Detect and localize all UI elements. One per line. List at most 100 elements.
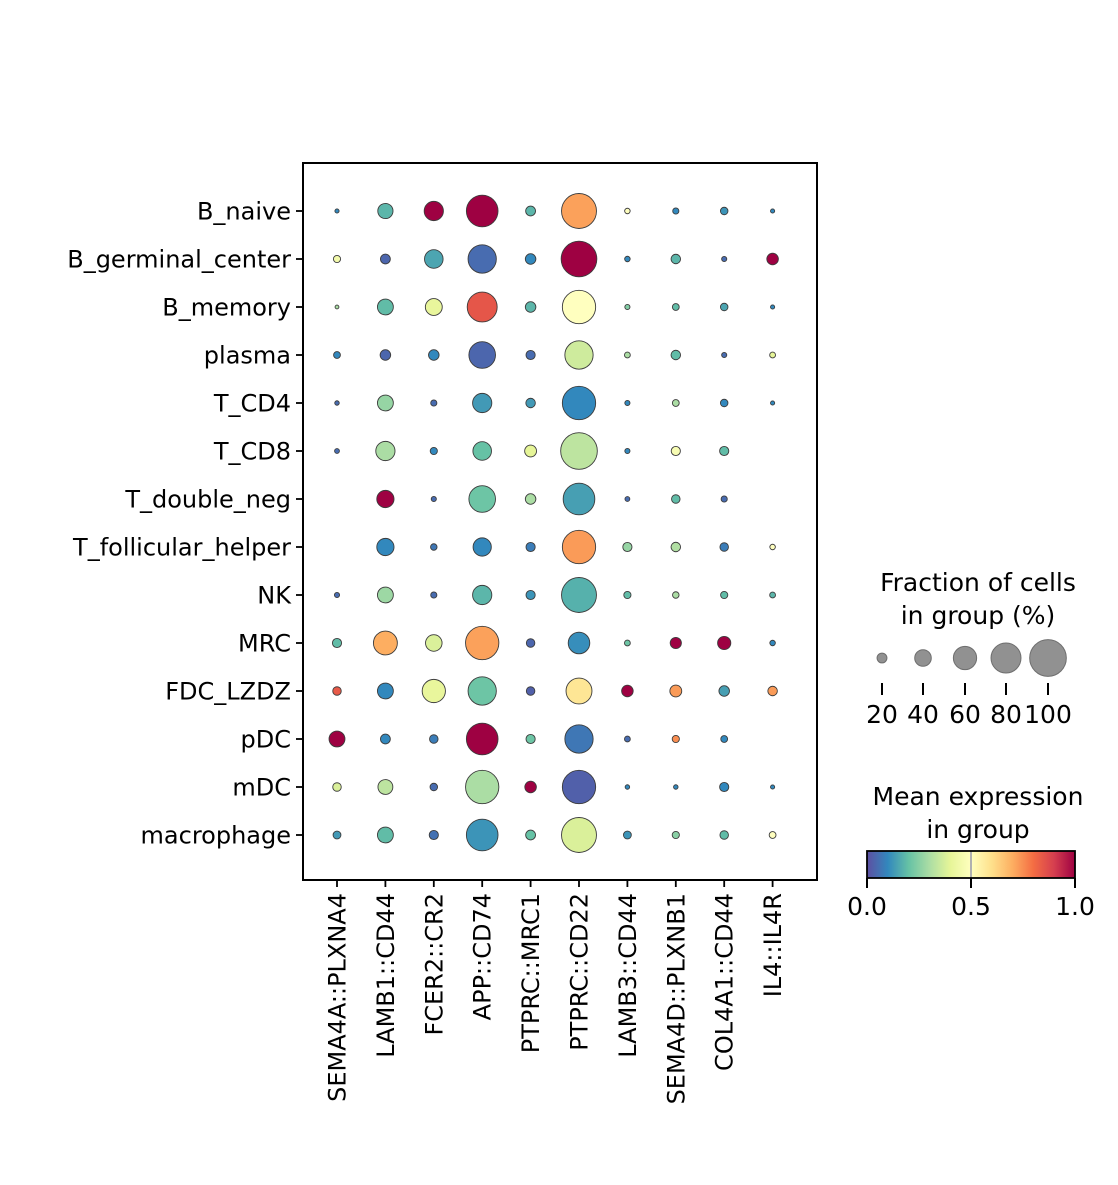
dot-T_CD4-FCER2::CR2: [430, 399, 438, 407]
dot-plasma-COL4A1::CD44: [721, 351, 728, 359]
dot-T_CD8-SEMA4A::PLXNA4: [334, 448, 340, 454]
dot-plasma-SEMA4D::PLXNB1: [670, 349, 682, 361]
dot-mDC-PTPRC::CD22: [561, 769, 597, 805]
dot-T_CD8-COL4A1::CD44: [719, 445, 730, 457]
dot-mDC-LAMB3::CD44: [624, 784, 631, 790]
x-tick-label: IL4::IL4R: [759, 893, 787, 997]
size-legend-tick-label: 40: [907, 700, 939, 729]
dot-plasma-IL4::IL4R: [769, 351, 776, 359]
dot-FDC_LZDZ-SEMA4A::PLXNA4: [332, 686, 342, 696]
colorbar-tick-label: 1.0: [1055, 892, 1095, 921]
dot-T_double_neg-LAMB1::CD44: [376, 489, 395, 509]
dot-B_naive-PTPRC::CD22: [561, 193, 597, 229]
y-tick-label: B_germinal_center: [67, 246, 291, 274]
dot-NK-SEMA4D::PLXNB1: [672, 591, 680, 599]
dot-NK-FCER2::CR2: [430, 591, 438, 599]
x-tick-label: SEMA4A::PLXNA4: [324, 893, 352, 1102]
dot-T_CD4-APP::CD74: [472, 392, 493, 414]
dot-T_double_neg-LAMB3::CD44: [624, 496, 631, 502]
dot-B_germinal_center-LAMB3::CD44: [624, 255, 631, 263]
dot-pDC-FCER2::CR2: [429, 734, 439, 744]
y-tick-label: T_CD4: [213, 390, 291, 418]
dot-B_naive-APP::CD74: [465, 194, 499, 228]
size-legend-title: Fraction of cells: [880, 568, 1076, 597]
dot-T_CD4-IL4::IL4R: [770, 400, 776, 406]
dot-FDC_LZDZ-COL4A1::CD44: [718, 685, 730, 697]
x-tick-label: FCER2::CR2: [420, 893, 448, 1036]
x-tick-label: LAMB3::CD44: [614, 893, 642, 1058]
dot-macrophage-APP::CD74: [465, 818, 499, 852]
dot-pDC-APP::CD74: [465, 722, 499, 756]
dot-mDC-SEMA4D::PLXNB1: [673, 784, 679, 790]
dot-T_follicular_helper-FCER2::CR2: [430, 543, 438, 551]
dot-macrophage-FCER2::CR2: [428, 829, 439, 841]
dot-T_CD4-LAMB3::CD44: [624, 399, 631, 407]
y-tick-label: NK: [257, 582, 292, 610]
dot-B_memory-PTPRC::MRC1: [524, 301, 537, 313]
dot-macrophage-PTPRC::CD22: [561, 817, 597, 853]
dot-NK-LAMB1::CD44: [376, 586, 394, 604]
dot-pDC-SEMA4D::PLXNB1: [671, 734, 680, 744]
dot-plasma-FCER2::CR2: [428, 349, 440, 361]
dot-T_follicular_helper-SEMA4D::PLXNB1: [670, 541, 682, 553]
dot-B_germinal_center-APP::CD74: [467, 244, 497, 274]
dot-pDC-PTPRC::MRC1: [525, 733, 536, 745]
dot-MRC-LAMB3::CD44: [624, 639, 631, 647]
dot-FDC_LZDZ-FCER2::CR2: [421, 678, 446, 704]
dot-B_memory-LAMB3::CD44: [624, 303, 631, 311]
dot-FDC_LZDZ-IL4::IL4R: [767, 685, 778, 697]
dot-T_double_neg-COL4A1::CD44: [720, 495, 728, 503]
dot-NK-APP::CD74: [472, 584, 493, 606]
y-tick-label: T_follicular_helper: [72, 534, 291, 562]
colorbar-title: in group: [926, 815, 1029, 844]
dot-plasma-LAMB1::CD44: [379, 349, 392, 361]
x-axis: SEMA4A::PLXNA4 LAMB1::CD44 FCER2::CR2 APP::…: [324, 880, 787, 1104]
dot-mDC-APP::CD74: [465, 769, 500, 805]
y-tick-label: FDC_LZDZ: [165, 678, 291, 706]
dot-NK-PTPRC::CD22: [561, 577, 597, 613]
colorbar-tick-label: 0.5: [951, 892, 991, 921]
dot-T_double_neg-SEMA4D::PLXNB1: [671, 494, 681, 504]
dot-T_CD8-PTPRC::CD22: [560, 432, 598, 470]
colorbar-legend: Mean expression in group 0.0 0.5 1.0: [847, 782, 1095, 921]
dot-B_naive-COL4A1::CD44: [719, 206, 729, 216]
y-tick-label: T_double_neg: [124, 486, 291, 514]
dot-T_follicular_helper-LAMB1::CD44: [376, 537, 395, 557]
dot-B_naive-LAMB1::CD44: [377, 202, 394, 220]
dot-T_follicular_helper-APP::CD74: [472, 537, 492, 557]
y-tick-label: mDC: [232, 774, 291, 802]
dot-T_double_neg-FCER2::CR2: [430, 495, 437, 503]
dot-mDC-LAMB1::CD44: [377, 779, 394, 795]
dot-mDC-COL4A1::CD44: [719, 781, 730, 793]
dot-T_CD4-COL4A1::CD44: [719, 398, 729, 408]
dot-MRC-IL4::IL4R: [769, 639, 776, 647]
dot-MRC-SEMA4D::PLXNB1: [669, 636, 682, 650]
x-tick-label: SEMA4D::PLXNB1: [662, 893, 690, 1104]
dot-macrophage-PTPRC::MRC1: [525, 829, 536, 841]
x-tick-label: PTPRC::MRC1: [517, 893, 545, 1053]
dot-FDC_LZDZ-LAMB1::CD44: [376, 682, 394, 700]
dot-T_CD4-LAMB1::CD44: [376, 394, 394, 412]
size-legend-dot: [876, 652, 888, 664]
dot-macrophage-IL4::IL4R: [768, 831, 777, 839]
dot-T_CD4-SEMA4D::PLXNB1: [671, 399, 680, 407]
y-tick-label: MRC: [238, 630, 291, 658]
dot-T_follicular_helper-LAMB3::CD44: [622, 541, 633, 553]
dot-NK-PTPRC::MRC1: [525, 589, 536, 601]
plot-area: [302, 162, 818, 881]
dot-B_germinal_center-COL4A1::CD44: [721, 255, 728, 263]
dot-T_CD8-LAMB3::CD44: [624, 447, 631, 455]
dot-mDC-IL4::IL4R: [770, 784, 776, 790]
size-legend-tick-label: 80: [990, 700, 1022, 729]
dot-T_CD8-FCER2::CR2: [429, 446, 438, 456]
dot-T_double_neg-PTPRC::CD22: [562, 482, 596, 516]
dot-macrophage-LAMB3::CD44: [623, 830, 632, 840]
dot-T_follicular_helper-COL4A1::CD44: [719, 542, 729, 552]
dot-MRC-SEMA4A::PLXNA4: [331, 637, 343, 649]
dot-pDC-PTPRC::CD22: [564, 724, 594, 754]
dot-pDC-LAMB3::CD44: [624, 735, 631, 743]
dot-T_CD8-APP::CD74: [472, 441, 492, 461]
size-legend-dot: [914, 649, 932, 667]
dot-B_naive-FCER2::CR2: [423, 200, 444, 222]
